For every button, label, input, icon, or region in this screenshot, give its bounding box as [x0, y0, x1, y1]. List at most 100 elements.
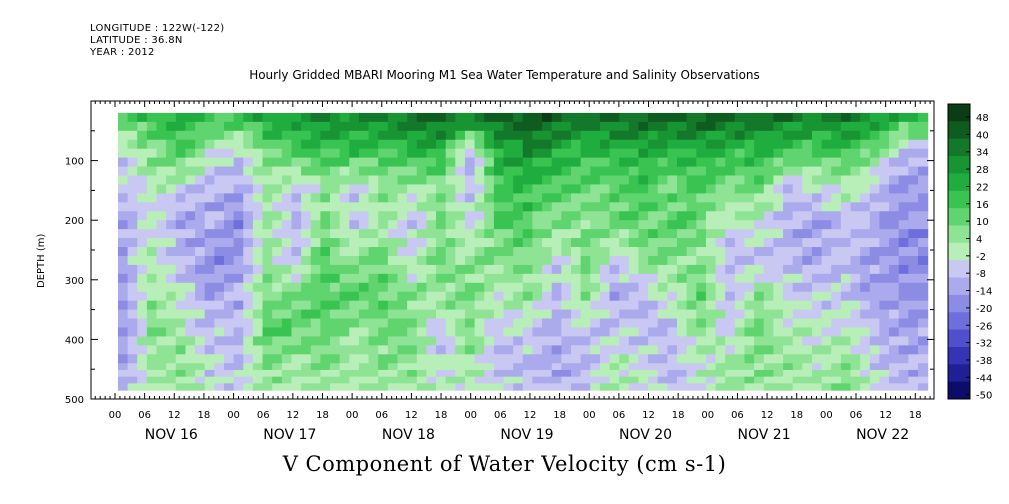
field-cell: [686, 229, 697, 239]
field-cell: [117, 202, 129, 212]
field-cell: [715, 247, 726, 257]
field-cell: [677, 376, 688, 384]
field-cell: [320, 202, 331, 212]
field-cell: [484, 247, 495, 257]
field-cell: [522, 130, 534, 141]
field-cell: [628, 148, 640, 159]
field-cell: [580, 354, 591, 364]
field-cell: [204, 247, 215, 257]
field-cell: [330, 175, 341, 186]
field-cell: [522, 336, 534, 346]
field-cell: [243, 193, 254, 203]
field-cell: [464, 318, 476, 329]
field-cell: [243, 238, 254, 248]
field-cell: [898, 363, 909, 371]
field-cell: [455, 264, 466, 275]
field-cell: [744, 166, 755, 177]
field-cell: [358, 148, 370, 159]
field-cell: [233, 273, 244, 284]
field-cell: [705, 238, 717, 248]
field-cell: [744, 202, 755, 212]
field-cell: [166, 247, 177, 257]
field-cell: [320, 130, 331, 141]
field-cell: [783, 247, 794, 257]
field-cell: [783, 184, 794, 194]
field-cell: [917, 130, 929, 141]
field-cell: [127, 112, 138, 123]
field-cell: [455, 175, 466, 186]
field-cell: [648, 202, 659, 212]
field-cell: [754, 376, 765, 384]
field-cell: [754, 273, 765, 284]
field-cell: [301, 300, 312, 311]
field-cell: [378, 247, 389, 257]
field-cell: [802, 220, 813, 230]
field-cell: [358, 238, 370, 248]
field-cell: [426, 327, 437, 338]
field-cell: [628, 166, 640, 177]
field-cell: [696, 211, 707, 221]
field-cell: [869, 238, 881, 248]
field-cell: [802, 376, 813, 384]
field-cell: [349, 247, 360, 257]
field-cell: [503, 318, 514, 329]
field-cell: [580, 121, 591, 132]
field-cell: [464, 229, 476, 239]
field-cell: [773, 300, 784, 311]
field-cell: [542, 327, 553, 338]
field-cell: [648, 112, 659, 123]
field-cell: [464, 148, 476, 159]
field-cell: [532, 157, 543, 168]
field-cell: [908, 166, 919, 177]
field-cell: [416, 166, 428, 177]
field-cell: [272, 184, 283, 194]
field-cell: [291, 121, 302, 132]
field-cell: [378, 282, 389, 293]
field-cell: [773, 345, 784, 355]
field-cell: [811, 273, 823, 284]
field-cell: [233, 229, 244, 239]
field-cell: [696, 193, 707, 203]
field-cell: [715, 175, 726, 186]
field-cell: [301, 130, 312, 141]
field-cell: [243, 369, 254, 378]
field-cell: [619, 184, 630, 194]
field-cell: [522, 247, 534, 257]
field-cell: [484, 264, 495, 275]
field-cell: [175, 166, 187, 177]
field-cell: [879, 148, 890, 159]
field-cell: [542, 202, 553, 212]
field-cell: [551, 255, 562, 266]
field-cell: [628, 354, 640, 364]
field-cell: [464, 264, 476, 275]
field-cell: [233, 148, 244, 159]
x-hour-tick-label: 06: [494, 410, 507, 421]
field-cell: [917, 229, 929, 239]
field-cell: [648, 354, 659, 364]
field-cell: [387, 318, 399, 329]
field-cell: [272, 376, 283, 384]
field-cell: [898, 139, 909, 150]
field-cell: [811, 376, 823, 384]
field-cell: [493, 345, 505, 355]
field-cell: [831, 273, 842, 284]
field-cell: [310, 273, 321, 284]
field-cell: [252, 273, 264, 284]
field-cell: [223, 148, 235, 159]
field-cell: [783, 327, 794, 338]
field-cell: [840, 345, 852, 355]
field-cell: [503, 202, 514, 212]
field-cell: [754, 255, 765, 266]
field-cell: [869, 202, 881, 212]
field-cell: [310, 121, 321, 132]
field-cell: [889, 238, 900, 248]
field-cell: [223, 112, 235, 123]
field-cell: [127, 291, 138, 302]
field-cell: [426, 255, 437, 266]
x-hour-tick-label: 06: [375, 410, 388, 421]
field-cell: [117, 300, 129, 311]
field-cell: [137, 300, 148, 311]
field-cell: [301, 175, 312, 186]
field-cell: [416, 220, 428, 230]
field-cell: [117, 345, 129, 355]
